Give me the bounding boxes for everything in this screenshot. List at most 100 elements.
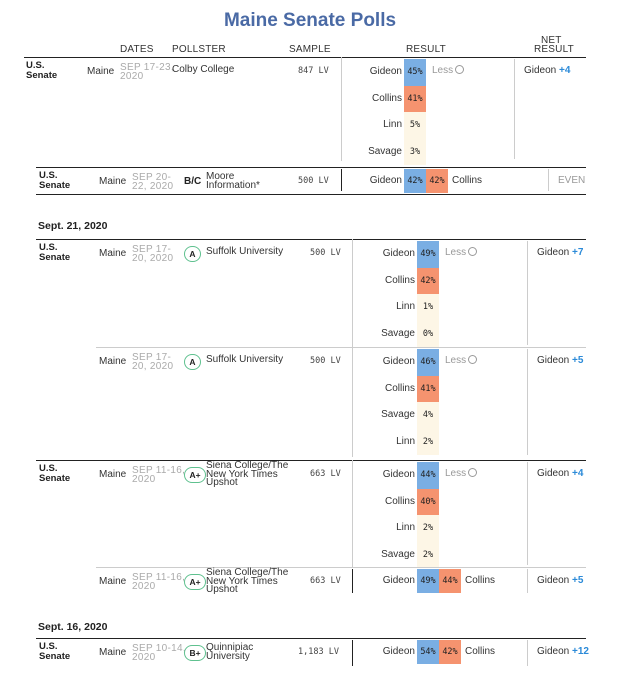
result-divider: [352, 640, 353, 666]
less-toggle[interactable]: Less: [445, 468, 478, 479]
page-title: Maine Senate Polls: [223, 10, 397, 31]
net-divider: [527, 640, 528, 666]
less-label: Less: [445, 468, 467, 479]
pollster-name[interactable]: New York Times: [206, 575, 278, 587]
pollster-name[interactable]: Upshot: [206, 584, 238, 595]
pollster-name[interactable]: Moore: [206, 171, 235, 182]
result-bar: 41%: [417, 375, 439, 402]
result-bar: 0%: [417, 320, 439, 347]
result-divider: [341, 169, 342, 191]
state-label: Maine: [99, 248, 127, 259]
pollster-grade-badge: A: [184, 354, 201, 370]
header-net-1[interactable]: NET: [541, 35, 562, 46]
pollster-name[interactable]: Quinnipiac: [206, 642, 254, 653]
result-bar-gideon: 42%: [404, 169, 426, 193]
result-bar: 40%: [417, 488, 439, 515]
candidate-name: Collins: [452, 175, 483, 186]
race-label: Senate: [39, 252, 71, 263]
net-margin: +12: [572, 646, 589, 657]
net-divider: [514, 59, 515, 159]
pollster-name[interactable]: Colby College: [172, 64, 235, 75]
header-pollster[interactable]: POLLSTER: [172, 44, 226, 55]
candidate-name: Savage: [381, 409, 415, 420]
net-leader: Gideon: [537, 468, 573, 479]
candidate-name: Linn: [396, 435, 415, 447]
poll-dates: 2020: [132, 652, 156, 663]
candidate-name: Collins: [384, 382, 415, 394]
pollster-grade-badge: B+: [184, 645, 206, 661]
result-divider: [341, 57, 342, 161]
result-bar-collins: 42%: [426, 169, 448, 193]
pollster-name[interactable]: Suffolk University: [206, 246, 284, 257]
result-bar: 49%: [417, 241, 439, 268]
poll-dates: 20, 2020: [132, 253, 174, 264]
sample-size: 500 LV: [298, 176, 329, 186]
result-divider: [352, 239, 353, 347]
less-toggle[interactable]: Less: [445, 355, 478, 366]
net-result: Gideon +4: [524, 65, 570, 76]
less-label: Less: [445, 247, 467, 258]
pollster-name[interactable]: University: [206, 651, 250, 662]
header-dates[interactable]: DATES: [120, 44, 154, 55]
race-label: U.S.: [39, 242, 58, 253]
net-margin: +4: [572, 468, 584, 479]
pollster-name[interactable]: Suffolk University: [206, 354, 284, 365]
candidate-name: Linn: [383, 119, 402, 130]
result-divider: [352, 347, 353, 457]
result-bar: 42%: [417, 267, 439, 294]
result-bar: 2%: [417, 541, 439, 568]
candidate-name: Collins: [371, 92, 402, 104]
result-bar: 4%: [417, 402, 439, 429]
result-bar: 1%: [417, 294, 439, 321]
poll-dates: SEP 17-23,: [120, 62, 174, 73]
net-result: Gideon +5: [537, 575, 583, 586]
collapse-icon: [468, 247, 478, 256]
candidate-name: Savage: [381, 327, 415, 339]
candidate-name: Savage: [368, 145, 402, 157]
pollster-name[interactable]: New York Times: [206, 468, 278, 480]
result-divider: [352, 460, 353, 567]
less-toggle[interactable]: Less: [445, 247, 478, 258]
pollster-name[interactable]: Information*: [206, 180, 260, 191]
result-bar: 2%: [417, 515, 439, 542]
header-sample[interactable]: SAMPLE: [289, 44, 331, 55]
race-label: Senate: [39, 651, 71, 662]
result-bar-collins: 44%: [439, 569, 461, 593]
collapse-icon: [455, 65, 465, 74]
less-toggle[interactable]: Less: [432, 65, 465, 76]
result-bar-collins: 42%: [439, 640, 461, 664]
race-label: Senate: [26, 70, 58, 81]
pollster-name[interactable]: Upshot: [206, 477, 238, 488]
net-divider: [527, 569, 528, 593]
row-separator: [96, 347, 586, 348]
net-leader: Gideon: [537, 247, 573, 258]
net-result-even: EVEN: [558, 175, 586, 186]
candidate-name: Collins: [384, 274, 415, 286]
poll-dates: SEP 17-: [132, 352, 172, 363]
collapse-icon: [468, 468, 478, 477]
header-result[interactable]: RESULT: [406, 44, 446, 55]
pollster-name[interactable]: Siena College/The: [206, 567, 289, 578]
race-label: U.S.: [39, 463, 58, 474]
race-label: Senate: [39, 473, 71, 484]
candidate-name: Gideon: [382, 469, 415, 480]
result-bar: 44%: [417, 462, 439, 489]
result-bar-gideon: 54%: [417, 640, 439, 664]
state-label: Maine: [87, 66, 115, 77]
header-net-2[interactable]: RESULT: [534, 44, 574, 55]
net-result: Gideon +5: [537, 355, 583, 366]
result-bar-gideon: 49%: [417, 569, 439, 593]
net-leader: Gideon: [537, 575, 573, 586]
less-label: Less: [445, 355, 467, 366]
candidate-name: Savage: [381, 548, 415, 560]
candidate-name: Gideon: [369, 175, 402, 186]
net-divider: [527, 462, 528, 565]
net-leader: Gideon: [537, 646, 573, 657]
row-separator: [96, 567, 586, 568]
race-label: Senate: [39, 180, 71, 191]
pollster-name[interactable]: Siena College/The: [206, 460, 289, 471]
poll-dates: 2020: [132, 581, 156, 592]
race-label: U.S.: [39, 170, 58, 181]
net-margin: +4: [559, 65, 571, 76]
result-bar: 45%: [404, 59, 426, 86]
